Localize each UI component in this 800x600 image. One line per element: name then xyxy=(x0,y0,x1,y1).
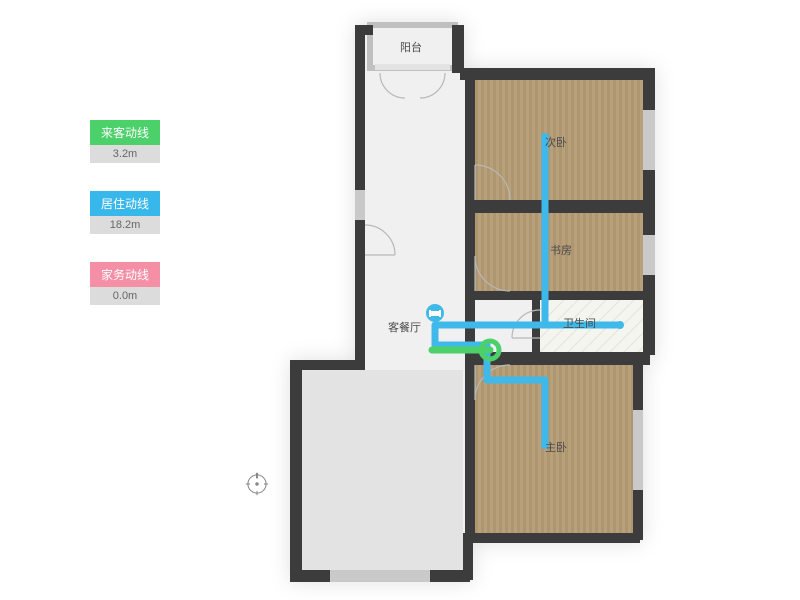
label-balcony: 阳台 xyxy=(400,39,422,55)
kitchen-room xyxy=(298,370,463,573)
legend-item-living: 居住动线 18.2m xyxy=(90,191,180,234)
legend-value-living: 18.2m xyxy=(90,216,160,234)
label-bath: 卫生间 xyxy=(563,315,596,331)
legend-value-chore: 0.0m xyxy=(90,287,160,305)
legend-label-guest: 来客动线 xyxy=(90,120,160,145)
legend-item-chore: 家务动线 0.0m xyxy=(90,262,180,305)
floor-plan: 阳台 次卧 书房 卫生间 客餐厅 主卧 xyxy=(280,10,675,590)
legend-label-chore: 家务动线 xyxy=(90,262,160,287)
compass-icon xyxy=(243,470,271,498)
legend-label-living: 居住动线 xyxy=(90,191,160,216)
label-living: 客餐厅 xyxy=(388,319,421,335)
legend: 来客动线 3.2m 居住动线 18.2m 家务动线 0.0m xyxy=(90,120,180,333)
legend-value-guest: 3.2m xyxy=(90,145,160,163)
legend-item-guest: 来客动线 3.2m xyxy=(90,120,180,163)
label-study: 书房 xyxy=(550,242,572,258)
label-bed2: 次卧 xyxy=(545,134,567,150)
balcony-door xyxy=(375,64,450,70)
label-bed1: 主卧 xyxy=(545,439,567,455)
